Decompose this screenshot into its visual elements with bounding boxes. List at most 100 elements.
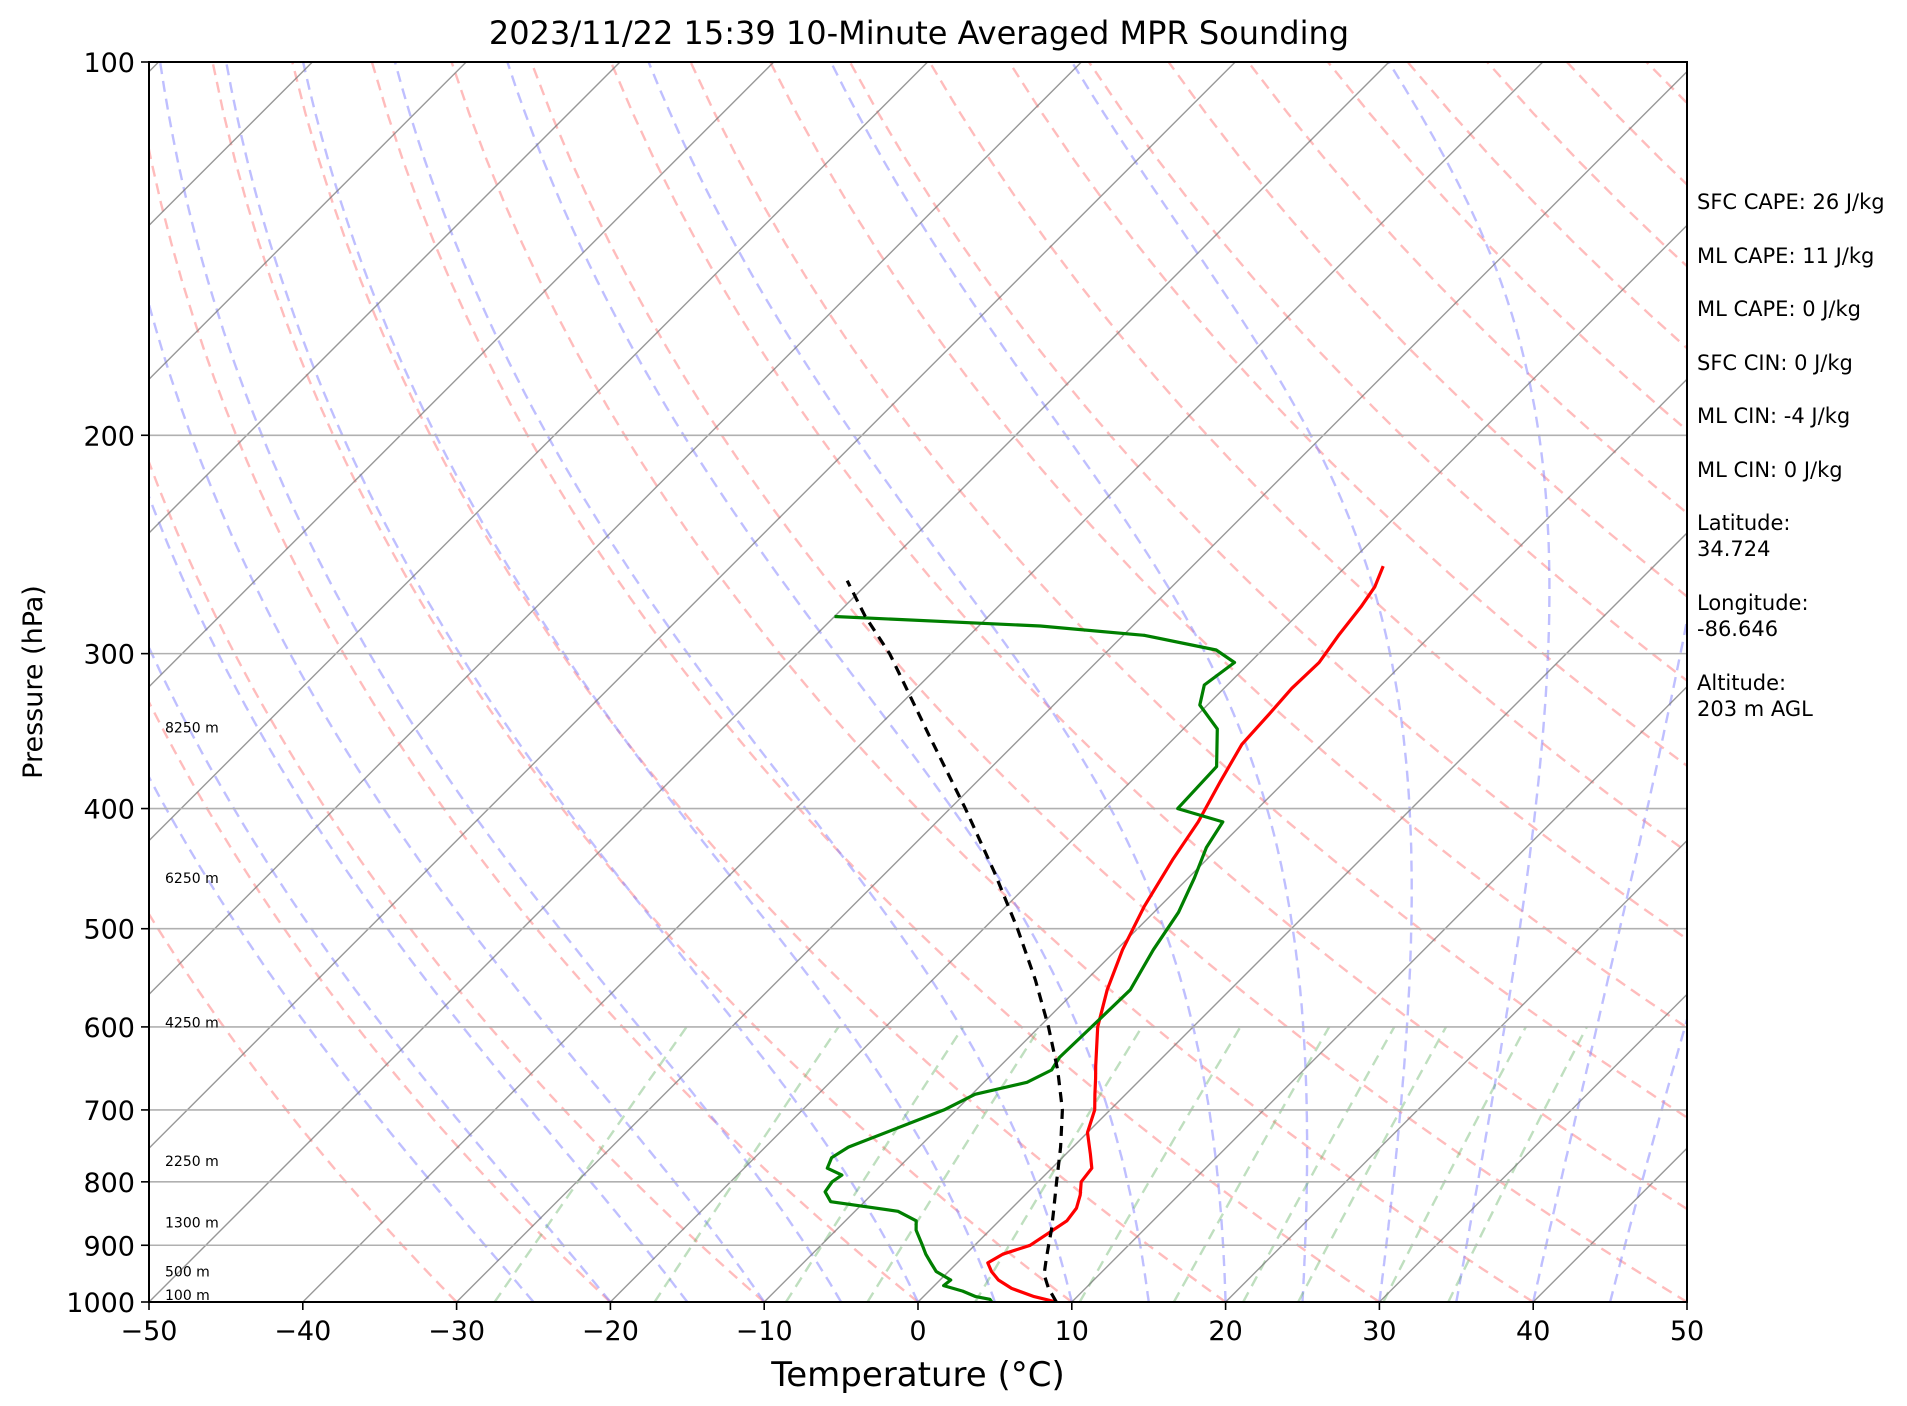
info-line: Altitude: (1697, 671, 1786, 695)
dry-adiabat (769, 62, 1687, 1030)
y-tick-label: 400 (83, 795, 135, 826)
moist-adiabat (301, 62, 997, 1302)
info-line: SFC CIN: 0 J/kg (1697, 351, 1853, 375)
moist-adiabat (149, 644, 612, 1302)
chart-title: 2023/11/22 15:39 10-Minute Averaged MPR … (489, 14, 1349, 52)
x-tick-label: 10 (1055, 1316, 1089, 1347)
x-tick-label: 20 (1208, 1316, 1242, 1347)
moist-adiabat (647, 62, 1227, 1302)
y-tick-label: 100 (83, 48, 135, 79)
dewpoint-profile (823, 614, 1237, 1302)
y-tick-label: 1000 (66, 1288, 135, 1319)
moist-adiabat (829, 62, 1309, 1302)
mixing-ratio-line (1078, 1026, 1242, 1302)
y-axis-label: Pressure (hPa) (18, 585, 49, 779)
height-label: 1300 m (165, 1216, 219, 1232)
info-line: ML CAPE: 11 J/kg (1697, 244, 1874, 268)
moist-adiabat (149, 300, 766, 1302)
y-tick-label: 600 (83, 1013, 135, 1044)
x-tick-label: −10 (736, 1316, 793, 1347)
isotherm (149, 62, 467, 381)
grid-lines (0, 62, 1687, 1302)
background-lines (149, 62, 1687, 1302)
dry-adiabat (928, 62, 1687, 854)
y-tick-label: 200 (83, 421, 135, 452)
x-axis-label: Temperature (°C) (770, 1355, 1064, 1395)
moist-adiabat (1608, 1015, 1687, 1302)
dry-adiabat (149, 143, 919, 1302)
moist-adiabat (149, 774, 535, 1302)
moist-adiabat (393, 62, 1073, 1302)
moist-adiabat (158, 62, 843, 1302)
info-line: SFC CAPE: 26 J/kg (1697, 190, 1885, 214)
plot-frame (148, 61, 1688, 1303)
dry-adiabat (149, 458, 765, 1302)
moist-adiabat (225, 62, 920, 1302)
isotherm (302, 62, 1544, 1302)
moist-adiabat (1387, 62, 1551, 1302)
x-tick-label: −50 (121, 1316, 178, 1347)
isotherm (149, 62, 775, 688)
isotherm (1225, 839, 1687, 1302)
mixing-ratio-line (1172, 1026, 1331, 1302)
y-tick-label: 700 (83, 1096, 135, 1127)
isotherm (149, 62, 1082, 996)
y-tick-label: 300 (83, 640, 135, 671)
isotherm (1378, 993, 1687, 1302)
y-tick-label: 800 (83, 1168, 135, 1199)
parcel-profile (845, 579, 1064, 1302)
info-line: 34.724 (1697, 537, 1770, 561)
isotherm (149, 62, 1390, 1302)
info-line: ML CAPE: 0 J/kg (1697, 297, 1861, 321)
x-tick-label: 30 (1362, 1316, 1396, 1347)
mixing-ratio-line (866, 1026, 1042, 1302)
isotherm (149, 62, 1236, 1150)
dry-adiabat (291, 62, 1227, 1302)
dry-adiabat (211, 62, 1073, 1302)
isotherm (149, 62, 929, 842)
isotherm (609, 224, 1687, 1302)
dry-adiabat (370, 62, 1381, 1302)
moist-adiabat (1532, 614, 1687, 1302)
info-line: ML CIN: 0 J/kg (1697, 458, 1843, 482)
isotherm (456, 70, 1687, 1302)
isotherm (0, 62, 5, 1302)
mixing-ratio-line (1297, 1026, 1448, 1302)
dry-adiabat (689, 62, 1687, 1119)
mixing-ratio-line (974, 1026, 1143, 1302)
x-tick-label: −40 (274, 1316, 331, 1347)
moist-adiabat (506, 62, 1150, 1302)
info-line: 203 m AGL (1697, 697, 1813, 721)
height-label: 4250 m (165, 1015, 219, 1031)
isotherm (1071, 685, 1687, 1302)
x-tick-label: 50 (1670, 1316, 1704, 1347)
isotherm (917, 532, 1687, 1302)
info-line: -86.646 (1697, 617, 1778, 641)
dry-adiabat (609, 62, 1687, 1211)
mixing-ratio-line (653, 1026, 840, 1302)
axis-ticks: −50 −40 −30 −20 −10 0 10 20 30 40 50 1000 900 800 700 6… (66, 48, 1704, 1347)
height-label: 500 m (165, 1265, 210, 1281)
height-label: 2250 m (165, 1154, 219, 1170)
height-label: 8250 m (165, 720, 219, 736)
dry-adiabat (149, 699, 612, 1302)
isotherm (149, 62, 621, 534)
height-label: 100 m (165, 1288, 210, 1304)
x-tick-label: −20 (582, 1316, 639, 1347)
moist-adiabat (149, 493, 689, 1302)
dry-adiabat (1087, 62, 1687, 683)
x-tick-label: 40 (1516, 1316, 1550, 1347)
info-line: Latitude: (1697, 511, 1791, 535)
temperature-profile (986, 565, 1385, 1302)
info-line: ML CIN: -4 J/kg (1697, 404, 1850, 428)
y-tick-label: 500 (83, 915, 135, 946)
dry-adiabat (530, 62, 1687, 1302)
info-line: Longitude: (1697, 591, 1809, 615)
y-tick-label: 900 (83, 1231, 135, 1262)
x-tick-label: −30 (428, 1316, 485, 1347)
info-panel: SFC CAPE: 26 J/kg ML CAPE: 11 J/kg ML CAPE… (1697, 190, 1885, 721)
height-labels: 100 m 500 m 1300 m 2250 m 4250 m 6250 m 8250 m (165, 720, 219, 1304)
moist-adiabat (1070, 62, 1413, 1302)
mixing-ratio-line (493, 1026, 688, 1302)
